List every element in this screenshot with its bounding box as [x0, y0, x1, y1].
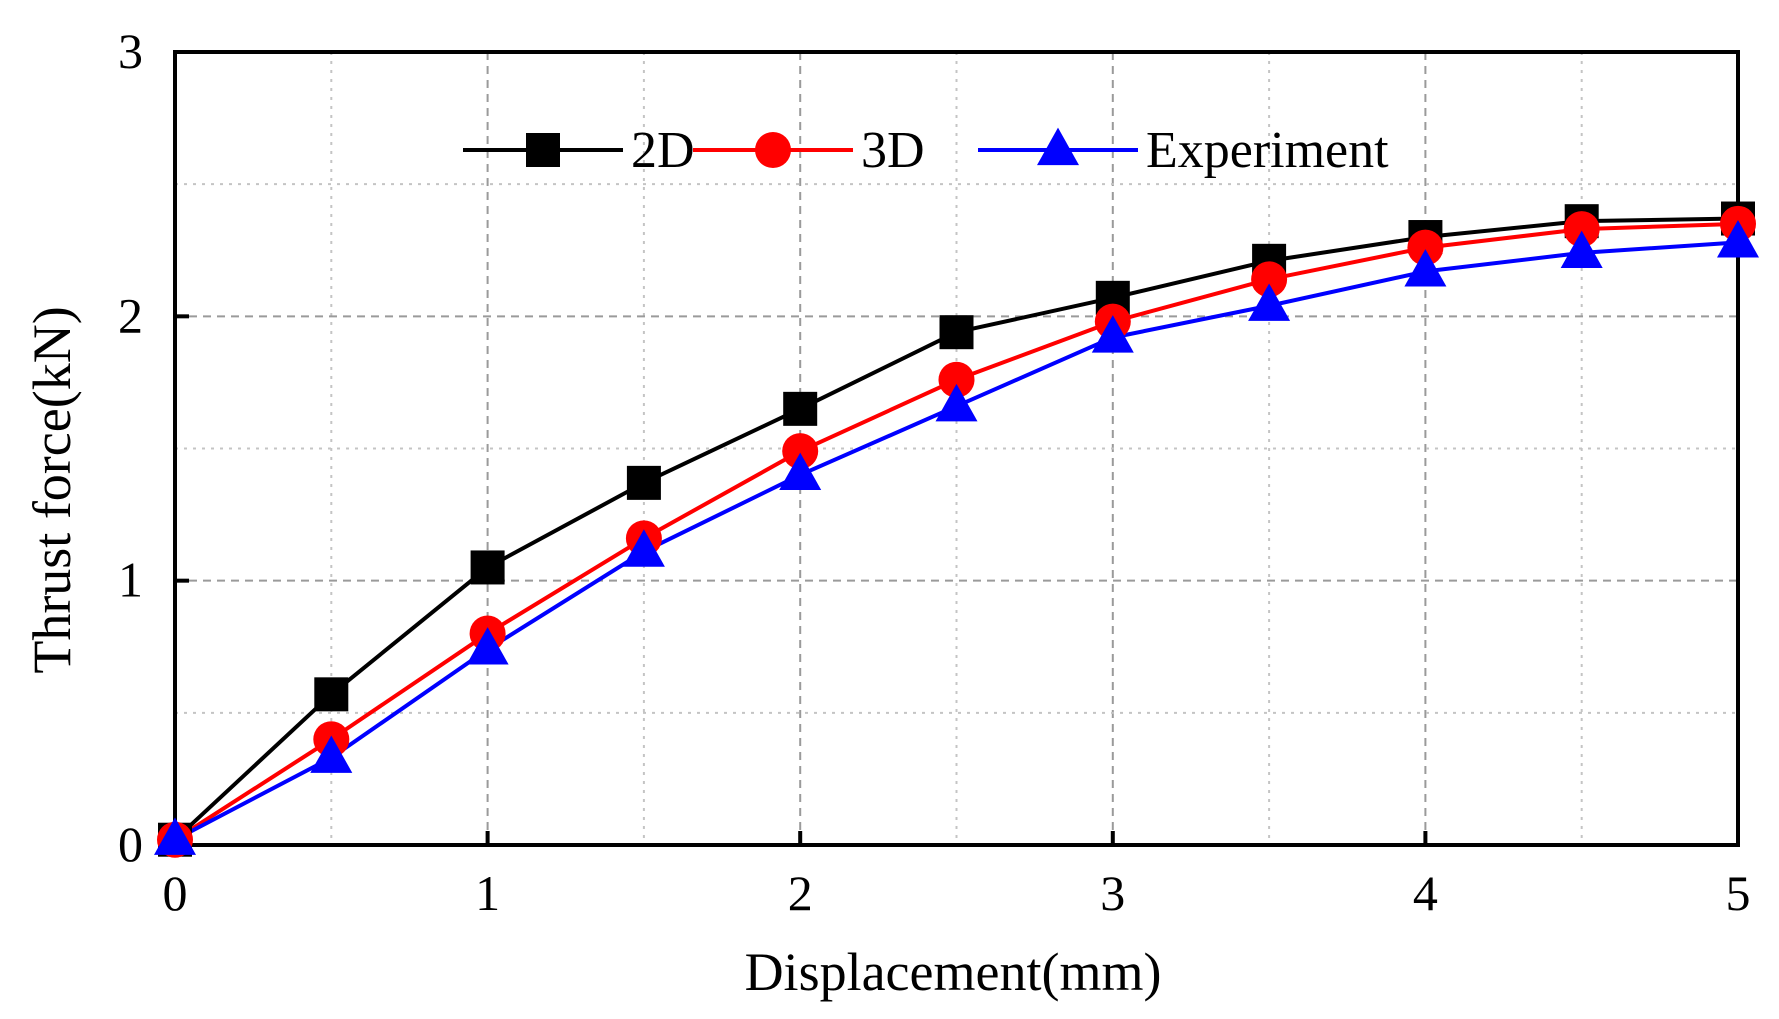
data-point-3d	[938, 361, 975, 398]
axes: 0 1 2 3 4 5 0 1 2 3	[118, 23, 1751, 921]
legend-label-2d: 2D	[631, 122, 695, 179]
x-tick-label: 1	[475, 865, 500, 921]
x-tick-label: 0	[163, 865, 188, 921]
data-point-3d	[1251, 261, 1288, 298]
data-point-3d	[1563, 211, 1600, 248]
y-tick-label: 0	[118, 816, 143, 872]
grid-lines	[175, 52, 1738, 845]
y-tick-label: 1	[118, 552, 143, 608]
legend-marker-2d	[526, 133, 560, 167]
data-point-experiment	[622, 529, 665, 567]
data-point-experiment	[935, 383, 978, 422]
plot-frame	[173, 50, 1740, 847]
legend: 2D 3D Experiment	[463, 122, 1389, 179]
data-point-experiment	[1091, 315, 1134, 353]
y-tick-label: 2	[118, 287, 143, 343]
data-point-3d	[1407, 229, 1444, 266]
data-point-experiment	[779, 452, 822, 491]
data-point-experiment	[1560, 230, 1603, 269]
legend-marker-3d	[755, 132, 791, 168]
data-point-experiment	[466, 627, 509, 665]
x-tick-label: 4	[1413, 865, 1438, 921]
legend-marker-experiment	[1037, 127, 1079, 166]
data-point-2d	[626, 465, 661, 500]
y-axis-title: Thrust force(kN)	[22, 306, 82, 673]
data-point-2d	[783, 391, 818, 426]
data-point-experiment	[1404, 249, 1447, 287]
x-axis-title: Displacement(mm)	[745, 942, 1162, 1002]
legend-label-experiment: Experiment	[1146, 122, 1389, 179]
data-point-3d	[782, 433, 819, 470]
x-tick-label: 3	[1100, 865, 1125, 921]
data-point-experiment	[310, 735, 353, 773]
data-point-2d	[939, 315, 974, 350]
x-tick-label: 2	[788, 865, 813, 921]
data-point-2d	[314, 677, 349, 712]
data-point-experiment	[154, 817, 196, 855]
data-point-2d	[470, 550, 505, 585]
y-tick-label: 3	[118, 23, 143, 79]
data-point-experiment	[1717, 220, 1759, 258]
data-series	[154, 201, 1759, 858]
x-tick-label: 5	[1726, 865, 1751, 921]
legend-label-3d: 3D	[861, 122, 925, 179]
data-point-experiment	[1248, 283, 1291, 321]
